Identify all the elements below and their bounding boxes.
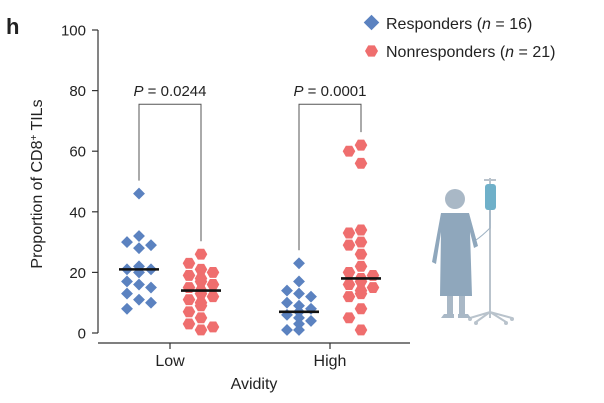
nonresponder-point — [206, 266, 220, 278]
nonresponder-point — [342, 145, 356, 157]
x-tick-label: Low — [155, 353, 185, 370]
nonresponder-point — [342, 291, 356, 303]
y-tick-label: 60 — [69, 144, 86, 161]
y-tick-label: 0 — [78, 326, 86, 343]
p-value-label: P = 0.0001 — [294, 83, 367, 100]
nonresponder-point — [366, 282, 380, 294]
nonresponder-point — [354, 324, 368, 336]
y-axis-title-pre: Proportion of CD8 — [29, 140, 46, 268]
patient-head — [445, 189, 465, 209]
responder-point — [145, 296, 157, 309]
nonresponder-point — [194, 312, 208, 324]
patient-gown — [432, 213, 478, 296]
responder-point — [133, 230, 145, 242]
responder-point — [305, 290, 317, 303]
legend-marker-nonresponders — [365, 45, 378, 57]
legend-label-nonresponders: Nonresponders (n = 21) — [386, 44, 555, 61]
y-tick-label: 20 — [69, 265, 86, 282]
iv-bag-icon — [485, 184, 496, 210]
nonresponder-point — [342, 227, 356, 239]
legend-label-responders: Responders (n = 16) — [386, 16, 532, 33]
nonresponder-point — [342, 279, 356, 290]
y-axis-title-sup: + — [29, 135, 40, 141]
x-categories: Low High — [155, 343, 346, 370]
median-lines — [119, 268, 381, 314]
nonresponder-point — [182, 318, 196, 330]
y-ticks: 0 20 40 60 80 100 — [61, 23, 98, 343]
responder-point — [305, 314, 317, 327]
nonresponder-point — [206, 321, 220, 333]
iv-pole-base — [469, 310, 513, 323]
responder-point — [293, 324, 305, 336]
nonresponder-point — [354, 139, 368, 151]
legend-marker-responders — [363, 14, 380, 31]
nonresponder-point — [194, 276, 208, 287]
p-value-label: P = 0.0244 — [134, 83, 207, 100]
nonresponder-point — [206, 291, 220, 303]
nonresponder-point — [342, 312, 356, 324]
nonresponder-point — [182, 257, 196, 269]
responder-point — [121, 287, 133, 300]
responder-point — [121, 236, 133, 249]
nonresponder-point — [182, 269, 196, 281]
responder-point — [281, 324, 293, 336]
nonresponder-point — [206, 279, 220, 290]
nonresponder-point — [354, 303, 368, 315]
responder-point — [281, 284, 293, 297]
y-axis-title-post: TILs — [29, 99, 46, 134]
y-tick-label: 100 — [61, 23, 86, 40]
nonresponder-point — [194, 248, 208, 260]
responder-point — [293, 257, 305, 270]
y-tick-label: 80 — [69, 83, 86, 100]
significance-bracket — [298, 103, 362, 251]
y-tick-label: 40 — [69, 204, 86, 221]
nonresponder-point — [194, 263, 208, 275]
nonresponder-point — [182, 306, 196, 318]
responder-point — [293, 275, 305, 288]
responder-point — [281, 296, 293, 309]
responder-point — [293, 317, 305, 330]
responder-point — [145, 239, 157, 252]
nonresponder-point — [354, 288, 368, 300]
panel-label: h — [6, 14, 19, 39]
x-tick-label: High — [314, 353, 347, 370]
nonresponder-point — [354, 260, 368, 272]
nonresponder-point — [182, 294, 196, 306]
responder-point — [133, 187, 145, 200]
responder-point — [133, 242, 145, 255]
responder-point — [133, 293, 145, 306]
responder-point — [133, 278, 145, 291]
significance-bracket — [138, 103, 202, 242]
responder-point — [121, 275, 133, 288]
responder-point — [121, 302, 133, 315]
responder-point — [293, 299, 305, 312]
nonresponder-point — [354, 248, 368, 260]
y-axis-title: Proportion of CD8+ TILs — [29, 99, 47, 268]
nonresponder-point — [354, 236, 368, 248]
responder-point — [145, 281, 157, 294]
legend: Responders (n = 16) Nonresponders (n = 2… — [363, 14, 555, 61]
responder-point — [293, 311, 305, 324]
significance-brackets: P = 0.0244 P = 0.0001 — [134, 83, 367, 251]
responder-point — [293, 287, 305, 300]
nonresponder-point — [354, 224, 368, 236]
nonresponder-point — [342, 266, 356, 278]
nonresponder-point — [342, 239, 356, 251]
x-axis-title: Avidity — [231, 376, 278, 393]
nonresponder-point — [194, 324, 208, 336]
data-points — [121, 139, 380, 336]
nonresponder-point — [354, 157, 368, 169]
nonresponder-point — [194, 300, 208, 312]
patient-iv-illustration — [432, 178, 514, 325]
